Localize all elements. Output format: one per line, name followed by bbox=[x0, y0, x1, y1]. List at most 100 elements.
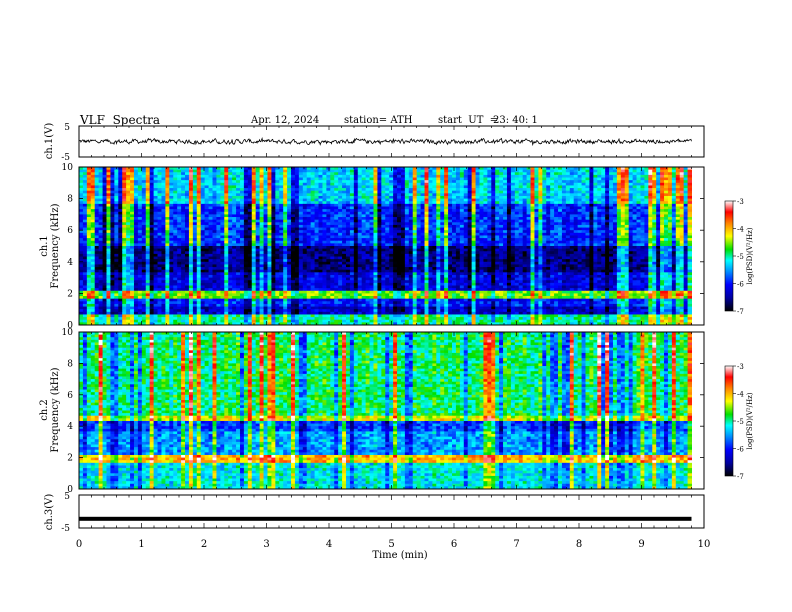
spectrogram-cell bbox=[236, 190, 241, 194]
spectrogram-cell bbox=[416, 169, 422, 173]
spectrogram-cell bbox=[287, 240, 292, 244]
spectrogram-cell bbox=[369, 180, 374, 184]
spectrogram-cell bbox=[656, 211, 661, 215]
spectrogram-cell bbox=[656, 227, 661, 231]
spectrogram-cell bbox=[82, 190, 88, 194]
spectrogram-cell bbox=[448, 227, 453, 231]
spectrogram-cell bbox=[228, 172, 233, 176]
spectrogram-cell bbox=[369, 232, 374, 236]
spectrogram-cell bbox=[208, 172, 213, 176]
spectrogram-cell bbox=[365, 219, 371, 223]
spectrogram-cell bbox=[141, 222, 147, 226]
spectrogram-cell bbox=[455, 193, 461, 197]
spectrogram-cell bbox=[463, 219, 469, 223]
spectrogram-cell bbox=[522, 206, 528, 210]
spectrogram-cell bbox=[267, 167, 272, 171]
spectrogram-cell bbox=[593, 211, 598, 215]
spectrogram-cell bbox=[503, 193, 508, 197]
spectrogram-cell bbox=[177, 167, 182, 171]
spectrogram-cell bbox=[514, 174, 520, 179]
spectrogram-cell bbox=[353, 193, 359, 197]
spectrogram-cell bbox=[518, 217, 524, 221]
spectrogram-cell bbox=[628, 206, 634, 210]
spectrogram-cell bbox=[169, 206, 174, 210]
spectrogram-cell bbox=[169, 246, 174, 250]
spectrogram-cell bbox=[554, 167, 559, 171]
spectrogram-cell bbox=[133, 190, 139, 194]
spectrogram-cell bbox=[239, 201, 245, 205]
spectrogram-cell bbox=[330, 214, 335, 218]
spectrogram-cell bbox=[287, 238, 292, 242]
spectrogram-cell bbox=[664, 209, 669, 213]
spectrogram-cell bbox=[495, 217, 500, 221]
spectrogram-cell bbox=[342, 195, 347, 200]
spectrogram-cell bbox=[506, 190, 512, 194]
spectrogram-cell bbox=[381, 188, 386, 192]
spectrogram-cell bbox=[679, 174, 685, 179]
spectrogram-cell bbox=[157, 172, 162, 176]
spectrogram-cell bbox=[338, 222, 343, 226]
spectrogram-cell bbox=[365, 222, 371, 226]
spectrogram-cell bbox=[294, 227, 300, 231]
spectrogram-cell bbox=[169, 230, 174, 234]
spectrogram-cell bbox=[283, 209, 288, 213]
spectrogram-cell bbox=[389, 232, 394, 236]
spectrogram-cell bbox=[479, 174, 484, 179]
spectrogram-cell bbox=[522, 190, 528, 194]
spectrogram-cell bbox=[393, 177, 398, 181]
spectrogram-cell bbox=[632, 180, 638, 184]
spectrogram-cell bbox=[122, 182, 127, 186]
spectrogram-cell bbox=[459, 238, 465, 242]
spectrogram-cell bbox=[102, 177, 107, 181]
spectrogram-cell bbox=[98, 227, 104, 231]
spectrogram-cell bbox=[298, 219, 304, 223]
spectrogram-cell bbox=[228, 169, 233, 173]
spectrogram-cell bbox=[640, 177, 645, 181]
spectrogram-cell bbox=[455, 246, 461, 250]
spectrogram-cell bbox=[141, 203, 147, 207]
spectrogram-cell bbox=[491, 201, 496, 205]
spectrogram-cell bbox=[118, 169, 123, 173]
spectrogram-cell bbox=[232, 246, 237, 250]
spectrogram-cell bbox=[416, 180, 422, 184]
spectrogram-cell bbox=[106, 182, 111, 186]
spectrogram-cell bbox=[400, 232, 406, 236]
spectrogram-cell bbox=[141, 169, 147, 173]
spectrogram-cell bbox=[585, 188, 590, 192]
spectrogram-cell bbox=[298, 243, 304, 247]
spectrogram-cell bbox=[612, 240, 618, 244]
spectrogram-cell bbox=[94, 177, 100, 181]
spectrogram-cell bbox=[294, 235, 300, 239]
spectrogram-cell bbox=[114, 238, 119, 242]
spectrogram-cell bbox=[118, 217, 123, 221]
spectrogram-cell bbox=[267, 209, 272, 213]
spectrogram-cell bbox=[616, 174, 622, 179]
spectrogram-cell bbox=[522, 172, 528, 176]
spectrogram-cell bbox=[149, 193, 155, 197]
spectrogram-cell bbox=[483, 198, 488, 202]
spectrogram-cell bbox=[546, 188, 551, 192]
spectrogram-cell bbox=[173, 203, 178, 207]
spectrogram-cell bbox=[444, 224, 449, 229]
spectrogram-cell bbox=[597, 198, 602, 202]
spectrogram-cell bbox=[510, 214, 516, 218]
spectrogram-cell bbox=[169, 243, 174, 247]
spectrogram-cell bbox=[306, 182, 312, 186]
spectrogram-cell bbox=[228, 188, 233, 192]
spectrogram-cell bbox=[518, 219, 524, 223]
spectrogram-cell bbox=[475, 203, 480, 207]
spectrogram-cell bbox=[664, 190, 669, 194]
spectrogram-cell bbox=[334, 206, 339, 210]
spectrogram-cell bbox=[518, 193, 524, 197]
spectrogram-cell bbox=[185, 235, 190, 239]
spectrogram-cell bbox=[239, 209, 245, 213]
spectrogram-cell bbox=[137, 206, 143, 210]
spectrogram-cell bbox=[283, 182, 288, 186]
spectrogram-cell bbox=[330, 203, 335, 207]
spectrogram-cell bbox=[110, 222, 115, 226]
spectrogram-cell bbox=[518, 190, 524, 194]
spectrogram-cell bbox=[581, 167, 586, 171]
spectrogram-cell bbox=[432, 167, 437, 171]
spectrogram-cell bbox=[558, 169, 563, 173]
spectrogram-cell bbox=[510, 206, 516, 210]
